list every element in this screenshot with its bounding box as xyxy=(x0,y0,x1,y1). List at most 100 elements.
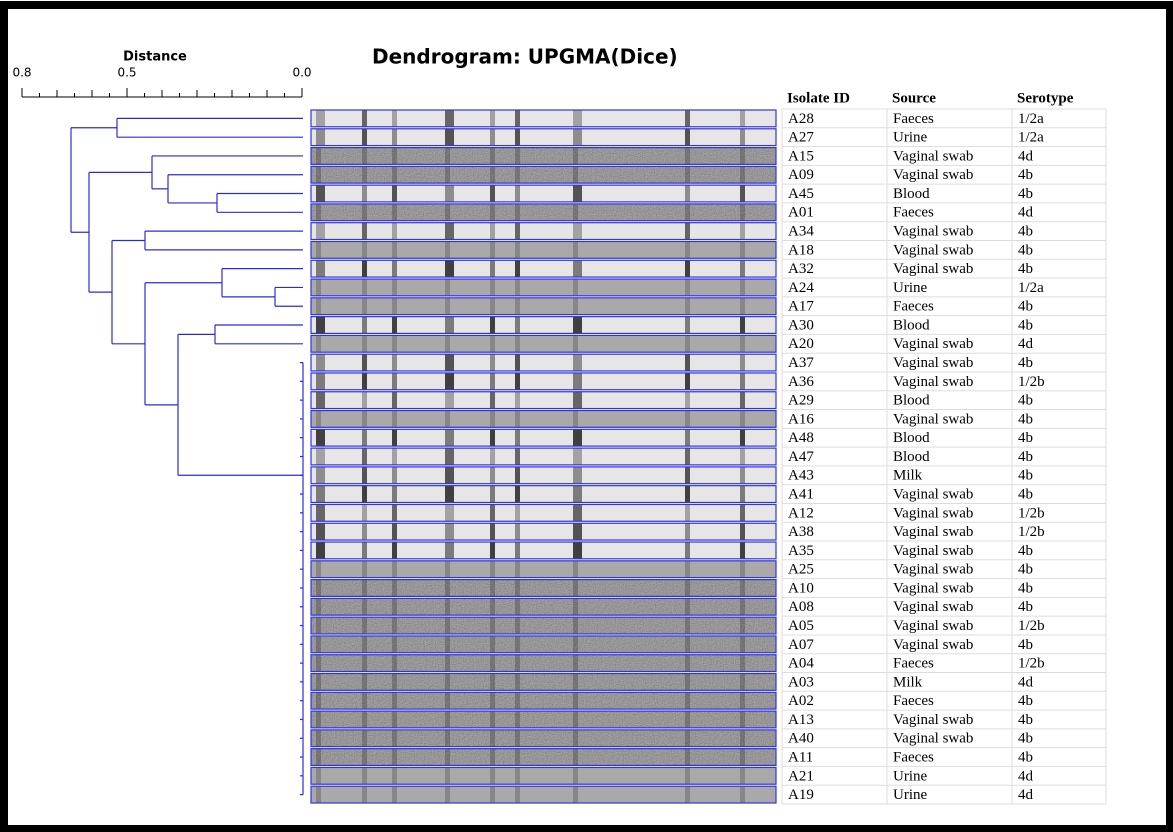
cell: Vaginal swab xyxy=(893,355,973,371)
band xyxy=(316,147,321,165)
cell: A48 xyxy=(788,430,814,446)
band xyxy=(515,128,520,146)
band xyxy=(445,410,450,428)
band xyxy=(392,579,397,597)
band xyxy=(316,260,325,278)
band xyxy=(445,448,454,465)
band xyxy=(316,335,321,353)
band xyxy=(573,279,578,296)
cell: A47 xyxy=(788,449,814,465)
lane-border xyxy=(310,616,777,635)
band xyxy=(515,354,520,371)
band xyxy=(740,166,745,184)
band xyxy=(316,297,321,315)
band xyxy=(740,711,745,728)
cell: Faeces xyxy=(893,749,934,765)
band xyxy=(490,485,495,503)
band xyxy=(362,279,367,296)
cell: Vaginal swab xyxy=(893,487,973,503)
band xyxy=(362,654,367,672)
band xyxy=(316,466,325,484)
band xyxy=(316,110,325,127)
cell: 4b xyxy=(1018,637,1033,653)
band xyxy=(316,185,325,202)
cell: Vaginal swab xyxy=(893,374,973,390)
band xyxy=(573,617,578,634)
lane-texture xyxy=(311,692,776,710)
band xyxy=(392,598,397,616)
cell: A32 xyxy=(788,261,814,277)
band xyxy=(740,410,745,428)
band xyxy=(490,410,495,428)
band xyxy=(573,729,578,747)
lane-texture xyxy=(311,748,776,766)
band xyxy=(490,279,495,296)
band xyxy=(490,203,495,221)
band xyxy=(740,372,745,390)
band xyxy=(573,542,582,559)
band xyxy=(445,260,454,278)
band xyxy=(685,598,690,616)
band xyxy=(685,617,690,634)
cell: A40 xyxy=(788,731,814,747)
band xyxy=(573,598,578,616)
band xyxy=(316,767,321,785)
cell: Vaginal swab xyxy=(893,618,973,634)
band xyxy=(362,316,367,334)
band xyxy=(490,617,495,634)
cell: A45 xyxy=(788,186,814,202)
band xyxy=(515,372,520,390)
cell: Vaginal swab xyxy=(893,543,973,559)
band xyxy=(316,485,325,503)
cell: A02 xyxy=(788,693,814,709)
band xyxy=(685,147,690,165)
lane-border xyxy=(310,503,777,522)
band xyxy=(392,767,397,785)
band xyxy=(445,635,450,653)
band xyxy=(445,279,450,296)
band xyxy=(515,110,520,127)
lane-border xyxy=(310,203,777,222)
band xyxy=(392,748,397,766)
band xyxy=(490,711,495,728)
band xyxy=(515,748,520,766)
band xyxy=(445,110,454,127)
isolate-table: Isolate ID Source Serotype A28 Faeces 1/2a A27… xyxy=(781,90,1107,805)
cell: Faeces xyxy=(893,299,934,315)
cell: Vaginal swab xyxy=(893,261,973,277)
band xyxy=(392,128,397,146)
band xyxy=(573,297,578,315)
lane xyxy=(311,335,776,353)
lane xyxy=(311,391,776,409)
band xyxy=(362,335,367,353)
band xyxy=(740,147,745,165)
cell: 4d xyxy=(1018,674,1034,690)
band xyxy=(445,485,454,503)
cell: Urine xyxy=(893,280,927,296)
column-header: Isolate ID xyxy=(787,90,850,106)
band xyxy=(685,372,690,390)
band xyxy=(740,279,745,296)
band xyxy=(362,485,367,503)
cell: A21 xyxy=(788,768,814,784)
cell: A10 xyxy=(788,580,814,596)
band xyxy=(573,128,582,146)
band xyxy=(740,222,745,240)
cell: 4b xyxy=(1018,167,1033,183)
cell: A43 xyxy=(788,468,814,484)
band xyxy=(740,316,745,334)
lane xyxy=(311,410,776,428)
cell: 4b xyxy=(1018,299,1033,315)
cell: Faeces xyxy=(893,656,934,672)
cell: 4b xyxy=(1018,317,1033,333)
cell: Urine xyxy=(893,130,927,146)
band xyxy=(362,166,367,184)
band xyxy=(740,767,745,785)
lane-border xyxy=(310,485,777,504)
cell: Faeces xyxy=(893,111,934,127)
band xyxy=(445,391,454,409)
band xyxy=(445,579,450,597)
band xyxy=(515,203,520,221)
cell: A13 xyxy=(788,712,814,728)
lane xyxy=(311,542,776,559)
